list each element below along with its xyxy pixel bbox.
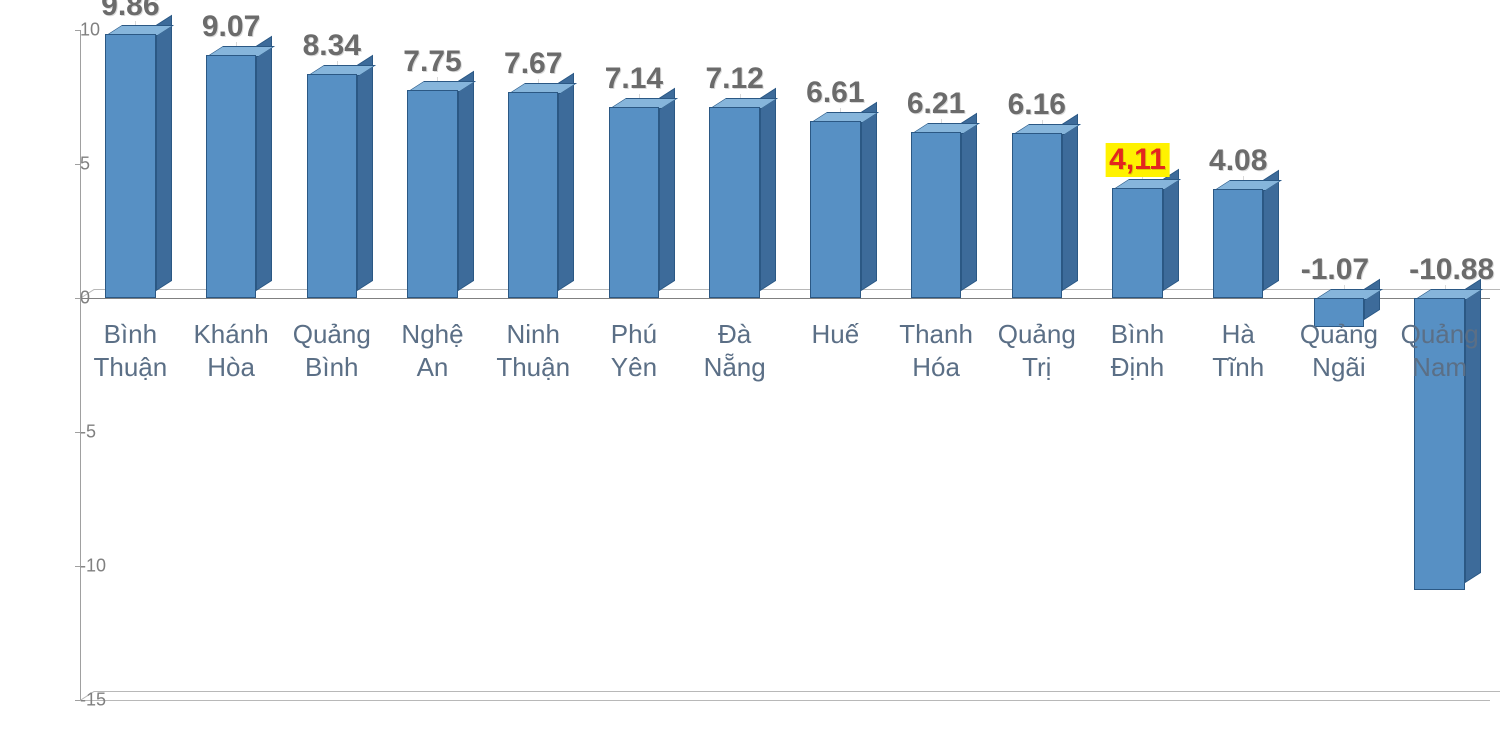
category-label: Quảng Nam: [1401, 308, 1479, 383]
value-label: 6.16: [1008, 88, 1066, 122]
category-label: Phú Yên: [611, 308, 657, 383]
value-label: 7.12: [705, 62, 763, 96]
value-label: 7.75: [403, 45, 461, 79]
category-label: Bình Thuận: [93, 308, 167, 383]
provinces-bar-chart: -15 -10 -5 0 5 10 9.86 Bình Thuận 9.07 Khánh Hòa 8…: [0, 0, 1500, 735]
category-label: Thanh Hóa: [899, 308, 973, 383]
bar: [206, 55, 256, 298]
value-label: 9.07: [202, 10, 260, 44]
value-label: 6.21: [907, 87, 965, 121]
y-tick: -15: [80, 690, 88, 711]
bar: [810, 121, 860, 298]
category-label: Quảng Ngãi: [1300, 308, 1378, 383]
bar: [307, 74, 357, 298]
value-label: 4.08: [1209, 144, 1267, 178]
bar: [105, 34, 155, 298]
category-label: Huế: [811, 308, 859, 351]
category-label: Ninh Thuận: [496, 308, 570, 383]
value-label: 6.61: [806, 76, 864, 110]
bar: [508, 92, 558, 298]
category-label: Bình Định: [1111, 308, 1165, 383]
y-tick: 5: [80, 154, 88, 175]
category-label: Hà Tĩnh: [1212, 308, 1264, 383]
category-label: Đà Nẵng: [704, 308, 766, 383]
bar: [1213, 189, 1263, 298]
value-label: -10.88: [1409, 253, 1494, 287]
bar: [609, 107, 659, 298]
value-label: 7.67: [504, 47, 562, 81]
category-label: Quảng Bình: [293, 308, 371, 383]
value-label-highlight: 4,11: [1105, 143, 1170, 177]
value-label: 8.34: [303, 29, 361, 63]
y-tick: 10: [80, 20, 88, 41]
bar: [709, 107, 759, 298]
value-label: 7.14: [605, 62, 663, 96]
category-label: Nghệ An: [401, 308, 463, 383]
bar: [1012, 133, 1062, 298]
y-tick: -5: [80, 422, 88, 443]
category-label: Khánh Hòa: [193, 308, 268, 383]
bar: [1112, 188, 1162, 298]
value-label: 9.86: [101, 0, 159, 23]
bar: [911, 132, 961, 298]
bar: [407, 90, 457, 298]
value-label: -1.07: [1301, 253, 1369, 287]
y-tick: 0: [80, 288, 88, 309]
category-label: Quảng Trị: [998, 308, 1076, 383]
y-tick: -10: [80, 556, 88, 577]
